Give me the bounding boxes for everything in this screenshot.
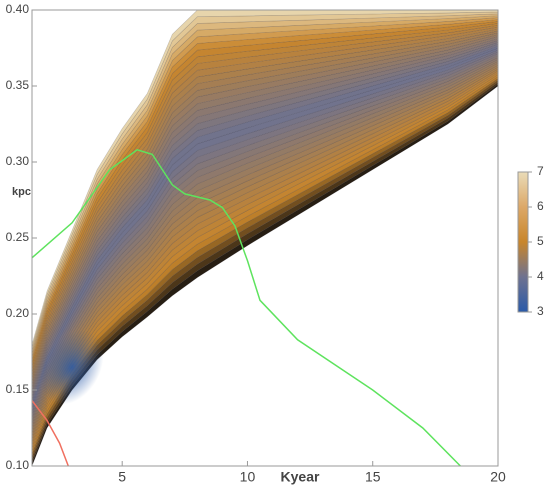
curve: [32, 148, 461, 466]
contour-band: [32, 43, 498, 403]
contour-band: [32, 41, 498, 400]
x-tick-label: 15: [365, 469, 381, 485]
contour-band: [32, 49, 498, 412]
contour-band: [32, 15, 498, 357]
contour-band: [32, 55, 498, 421]
contour-band: [32, 22, 498, 369]
low-spot: [40, 329, 104, 405]
contour-band: [32, 72, 498, 448]
contour-band: [32, 83, 498, 466]
colorbar-tick-label: 3: [537, 304, 544, 318]
contour-band: [32, 38, 498, 394]
colorbar-tick-label: 7: [537, 164, 544, 178]
y-tick-label: 0.10: [6, 458, 30, 472]
contour-band: [32, 66, 498, 439]
contour-band: [32, 74, 498, 451]
x-axis-label: Kyear: [281, 469, 320, 485]
contour-band: [32, 79, 498, 461]
contour-band: [32, 57, 498, 424]
contour-band: [32, 36, 498, 391]
x-tick-label: 10: [240, 469, 256, 485]
colorbar-tick-label: 5: [537, 234, 544, 248]
y-tick-label: 0.40: [6, 2, 30, 16]
y-tick-label: 0.15: [6, 382, 30, 396]
colorbar-tick-label: 4: [537, 269, 544, 283]
contour-band: [32, 10, 498, 348]
y-tick-label: 0.20: [6, 306, 30, 320]
contour-band: [32, 76, 498, 454]
colorbar: [517, 171, 529, 313]
x-tick-label: 20: [490, 469, 506, 485]
y-tick-label: 0.30: [6, 154, 30, 168]
contour-band: [32, 53, 498, 418]
contour-band: [32, 13, 498, 354]
contour-band: [32, 26, 498, 375]
contour-band: [32, 64, 498, 436]
contour-band: [32, 81, 498, 464]
contour-band: [32, 32, 498, 384]
y-tick-label: 0.25: [6, 230, 30, 244]
contour-band: [32, 30, 498, 381]
y-axis-label: kpc: [12, 186, 31, 198]
colorbar-tick-label: 6: [537, 199, 544, 213]
curve: [32, 400, 70, 466]
contour-band: [32, 59, 498, 427]
contour-band: [32, 34, 498, 388]
y-tick-label: 0.35: [6, 78, 30, 92]
contour-band: [32, 45, 498, 406]
contour-band: [32, 68, 498, 442]
plot-area: [32, 10, 498, 466]
contour-band: [32, 11, 498, 351]
contour-band: [32, 40, 498, 397]
x-tick-label: 5: [118, 469, 126, 485]
